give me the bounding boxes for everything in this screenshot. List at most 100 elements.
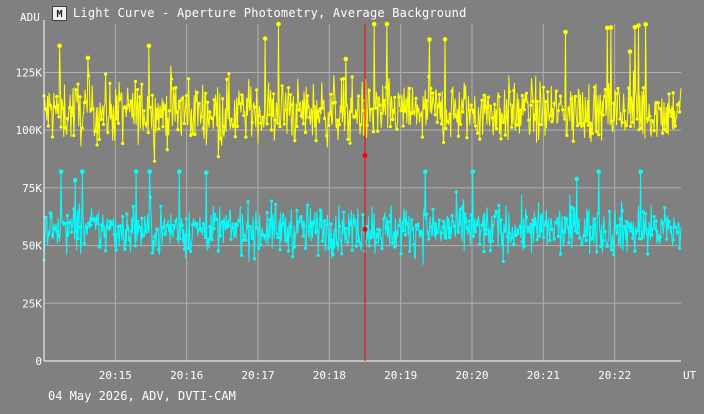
data-point (573, 229, 578, 233)
data-point (291, 103, 295, 107)
data-point (446, 217, 450, 221)
y-tick-label: 125K (16, 66, 43, 79)
data-point (212, 98, 216, 102)
data-point (610, 119, 614, 123)
data-point (493, 214, 497, 218)
y-tick-label: 25K (22, 297, 42, 310)
data-point (454, 190, 458, 194)
data-point (80, 126, 84, 130)
data-point (274, 118, 278, 122)
outlier-point (204, 170, 209, 176)
data-point (250, 236, 254, 241)
x-tick-label: 20:18 (313, 369, 346, 382)
data-point (167, 224, 171, 228)
outlier-point (470, 169, 476, 174)
data-point (125, 212, 129, 216)
data-point (380, 247, 384, 251)
data-point (512, 88, 516, 93)
data-point (580, 124, 584, 128)
data-point (533, 223, 537, 227)
data-point (293, 139, 297, 143)
data-point (308, 225, 312, 229)
data-point (263, 233, 267, 238)
data-point (195, 222, 199, 226)
data-point (435, 120, 439, 124)
data-point (425, 99, 429, 103)
data-point (490, 116, 495, 120)
data-point (497, 203, 501, 208)
data-point (46, 124, 50, 128)
data-point (648, 114, 652, 118)
data-point (282, 221, 286, 225)
data-point (420, 231, 424, 235)
data-point (416, 109, 420, 113)
data-point (533, 117, 537, 121)
data-point (112, 124, 116, 128)
data-point (403, 109, 407, 114)
series-line (43, 23, 682, 162)
data-point (622, 224, 626, 228)
data-point (497, 95, 501, 99)
data-point (297, 108, 301, 112)
data-point (507, 232, 512, 236)
data-point (431, 207, 435, 212)
data-point (593, 85, 597, 89)
data-point (184, 217, 188, 221)
data-point (159, 114, 163, 118)
data-point (57, 115, 61, 119)
data-point (650, 233, 654, 237)
data-point (614, 226, 618, 230)
data-point (291, 255, 295, 259)
data-point (72, 133, 76, 138)
outlier-point (636, 23, 641, 28)
data-point (427, 237, 431, 241)
data-point (401, 229, 405, 233)
data-point (461, 110, 465, 114)
data-point (201, 222, 205, 226)
data-point (656, 101, 660, 105)
data-point (505, 115, 509, 119)
data-point (633, 249, 637, 253)
data-point (471, 234, 475, 238)
data-point (252, 105, 256, 109)
y-tick-label: 0 (35, 355, 42, 368)
data-point (114, 248, 118, 252)
data-point (665, 129, 669, 134)
data-point (384, 226, 388, 230)
data-point (155, 227, 159, 231)
data-point (316, 253, 320, 257)
data-point (505, 235, 509, 239)
data-point (178, 99, 182, 103)
time-cursor[interactable] (362, 24, 368, 361)
outlier-point (58, 169, 64, 174)
data-point (503, 229, 507, 233)
data-point (352, 114, 356, 119)
data-point (218, 137, 222, 141)
data-point (571, 139, 575, 143)
data-point (629, 124, 633, 128)
data-point (550, 227, 554, 232)
data-point (544, 100, 548, 104)
data-point (284, 238, 288, 242)
data-point (229, 117, 233, 121)
data-point (618, 217, 622, 221)
data-point (437, 92, 441, 96)
data-point (127, 103, 131, 107)
data-point (282, 122, 286, 126)
data-point (342, 210, 346, 214)
app-icon[interactable]: M (52, 5, 67, 21)
data-point (323, 219, 327, 223)
data-point (84, 226, 89, 230)
data-point (63, 221, 67, 225)
data-point (101, 225, 106, 229)
cursor-marker (362, 226, 368, 232)
data-point (182, 247, 186, 251)
data-point (206, 239, 210, 243)
data-point (276, 235, 280, 240)
title-bar: M Light Curve - Aperture Photometry, Ave… (52, 4, 467, 22)
data-point (393, 95, 397, 99)
data-point (478, 137, 482, 141)
data-point (189, 249, 193, 253)
data-point (595, 130, 599, 134)
